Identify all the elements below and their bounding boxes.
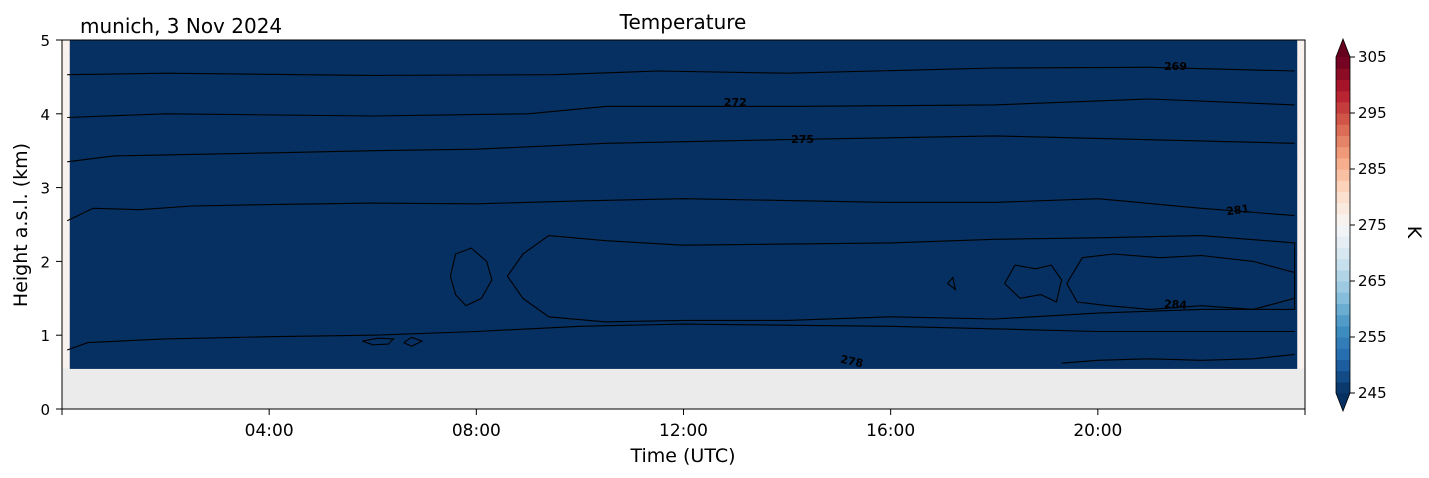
- contour-labels: 269 272 275 281 284 278: [724, 60, 1250, 370]
- colorbar-segment: [1336, 124, 1350, 136]
- colorbar-tick-label: 305: [1358, 48, 1387, 66]
- contour-line-281: [67, 323, 1295, 351]
- chart-subtitle: munich, 3 Nov 2024: [80, 14, 282, 38]
- chart-title: Temperature: [619, 10, 747, 34]
- contour-line-284: [1004, 264, 1063, 303]
- contour-line-281: [66, 198, 1295, 222]
- contour-label: 272: [724, 96, 747, 109]
- temperature-band: [69, 349, 1298, 369]
- colorbar-label: K: [1403, 226, 1425, 239]
- temperature-band: [69, 40, 1298, 56]
- colorbar-segment: [1336, 169, 1350, 181]
- x-tick-label: 12:00: [659, 421, 708, 441]
- temperature-band: [69, 135, 1298, 159]
- colorbar-extend-max: [1336, 39, 1350, 57]
- colorbar-segment: [1336, 269, 1350, 282]
- colorbar-segment: [1336, 370, 1350, 383]
- y-tick-label: 4: [40, 106, 50, 124]
- contour-line-278: [403, 336, 424, 347]
- colorbar-tick-label: 245: [1358, 384, 1387, 402]
- y-tick-label: 1: [40, 327, 50, 345]
- colorbar-segment: [1336, 101, 1350, 114]
- colorbar-segment: [1336, 90, 1350, 103]
- contour-label: 281: [1225, 202, 1250, 218]
- colorbar-segment: [1336, 135, 1350, 148]
- colorbar: 245 255 265 275 285 295 305: [1335, 37, 1387, 413]
- temperature-band: [69, 254, 1298, 281]
- x-axis: 04:00 08:00 12:00 16:00 20:00: [61, 409, 1306, 441]
- y-axis-label: Height a.s.l. (km): [10, 143, 32, 307]
- temperature-band: [69, 54, 1298, 78]
- x-tick-label: 04:00: [245, 421, 294, 441]
- y-tick-label: 0: [40, 401, 50, 419]
- x-tick-label: 20:00: [1073, 421, 1122, 441]
- temperature-band: [69, 279, 1298, 307]
- colorbar-segment: [1336, 303, 1350, 316]
- temperature-band: [69, 91, 1298, 115]
- contour-line-284: [947, 276, 957, 291]
- colorbar-segment: [1336, 381, 1350, 394]
- colorbar-segment: [1336, 57, 1350, 69]
- temperature-field: [62, 40, 1305, 409]
- colorbar-segment: [1336, 68, 1350, 80]
- y-tick-label: 5: [40, 32, 50, 50]
- colorbar-extend-min: [1336, 393, 1350, 411]
- colorbar-segment: [1336, 325, 1350, 338]
- contour-line-284: [1066, 253, 1296, 310]
- colorbar-segment: [1336, 314, 1350, 327]
- colorbar-segment: [1336, 292, 1350, 304]
- contour-line-269: [67, 66, 1295, 76]
- contour-label: 269: [1164, 60, 1187, 73]
- colorbar-segment: [1336, 146, 1350, 159]
- temperature-band: [69, 187, 1298, 218]
- temperature-band: [69, 76, 1298, 93]
- x-tick-label: 08:00: [452, 421, 501, 441]
- y-tick-label: 2: [40, 253, 50, 271]
- colorbar-segment: [1336, 359, 1350, 372]
- no-data-region: [62, 368, 1305, 409]
- colorbar-segment: [1336, 236, 1350, 248]
- contour-line-278: [1061, 353, 1295, 364]
- colorbar-segment: [1336, 180, 1350, 192]
- colorbar-segment: [1336, 202, 1350, 215]
- contour-line-272: [67, 98, 1295, 119]
- temperature-band: [69, 231, 1298, 255]
- colorbar-segment: [1336, 258, 1350, 271]
- colorbar-segment: [1336, 213, 1350, 226]
- colorbar-tick-label: 295: [1358, 104, 1387, 122]
- colorbar-segment: [1336, 348, 1350, 360]
- contour-line-284: [506, 235, 1296, 323]
- colorbar-tick-label: 285: [1358, 160, 1387, 178]
- y-tick-label: 3: [40, 180, 50, 198]
- contour-label: 275: [791, 133, 814, 146]
- plot-area: [62, 40, 1305, 409]
- colorbar-segment: [1336, 337, 1350, 349]
- colorbar-segment: [1336, 113, 1350, 125]
- x-axis-label: Time (UTC): [629, 445, 735, 467]
- colorbar-segment: [1336, 247, 1350, 260]
- temperature-band: [69, 113, 1298, 137]
- y-axis: 0 1 2 3 4 5: [40, 32, 62, 419]
- temperature-band: [69, 217, 1298, 233]
- colorbar-segment: [1336, 225, 1350, 237]
- contour-line-275: [67, 135, 1295, 163]
- contour-label: 278: [839, 353, 864, 370]
- x-tick-label: 16:00: [866, 421, 915, 441]
- contour-line-284: [449, 247, 493, 307]
- contour-line-278: [362, 337, 395, 346]
- colorbar-segment: [1336, 79, 1350, 92]
- colorbar-segment: [1336, 281, 1350, 293]
- temperature-band: [69, 305, 1298, 329]
- colorbar-segment: [1336, 157, 1350, 170]
- colorbar-tick-label: 255: [1358, 328, 1387, 346]
- contour-lines: [66, 66, 1296, 364]
- colorbar-tick-label: 265: [1358, 272, 1387, 290]
- colorbar-tick-label: 275: [1358, 216, 1387, 234]
- colorbar-segment: [1336, 191, 1350, 204]
- temperature-band: [69, 158, 1298, 189]
- contour-label: 284: [1164, 298, 1188, 312]
